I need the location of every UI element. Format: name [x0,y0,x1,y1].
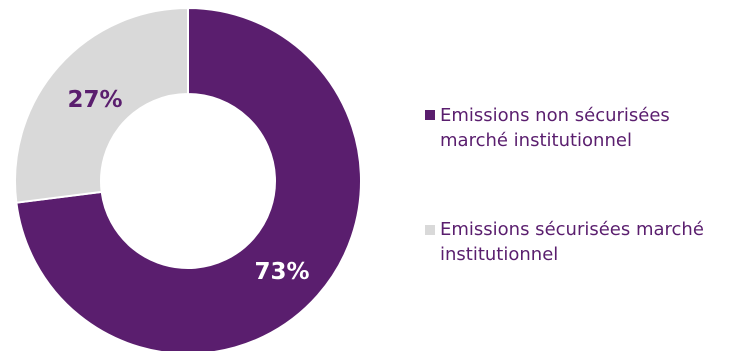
legend-swatch-non-secured [425,110,435,120]
legend-label-secured-line1: Emissions sécurisées marché [440,219,704,240]
legend-entry-non-secured: Emissions non sécurisées marché institut… [425,105,670,151]
legend-label-non-secured-line2: marché institutionnel [440,130,632,151]
legend-swatch-secured [425,225,435,235]
donut-slice-non-secured [15,6,362,351]
legend-label-secured-line2: institutionnel [440,244,558,265]
slice-label-secured: 27% [67,87,122,113]
legend-label-non-secured-line1: Emissions non sécurisées [440,105,670,126]
slice-label-non-secured: 73% [254,259,309,285]
legend: Emissions non sécurisées marché institut… [425,105,704,265]
donut-slice-secured [14,6,189,204]
legend-entry-secured: Emissions sécurisées marché institutionn… [425,219,704,265]
donut-slices [14,6,362,351]
